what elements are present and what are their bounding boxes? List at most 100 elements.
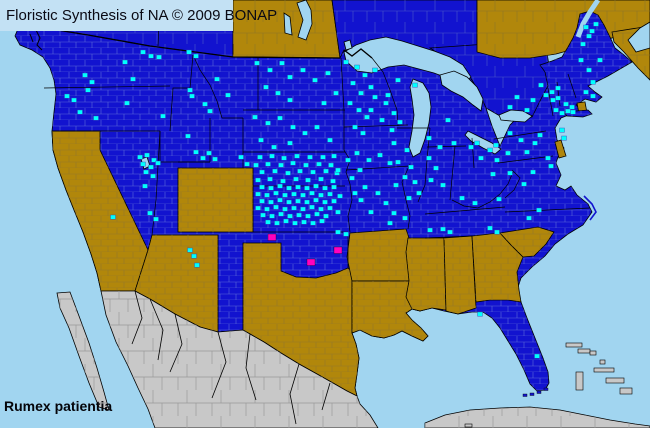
county-present	[377, 152, 383, 158]
county-present	[258, 137, 264, 143]
county-present	[189, 93, 195, 99]
county-present	[545, 155, 551, 161]
county-present	[319, 218, 325, 224]
county-present	[309, 204, 315, 210]
county-present	[307, 154, 313, 160]
county-present	[402, 215, 408, 221]
county-present	[362, 72, 368, 78]
island-0	[565, 342, 583, 348]
island-5	[605, 377, 625, 384]
region-state-TX-counties	[243, 243, 359, 396]
county-present	[507, 130, 513, 136]
county-present	[590, 79, 596, 85]
county-present	[416, 190, 422, 196]
border-line-3	[192, 54, 223, 119]
county-present	[477, 311, 483, 317]
border-line-43	[245, 333, 257, 401]
map-title: Floristic Synthesis of NA © 2009 BONAP	[6, 7, 278, 24]
region-mexico-counties	[101, 291, 378, 428]
county-present	[586, 67, 592, 73]
county-present	[255, 205, 261, 211]
county-present	[254, 60, 260, 66]
county-present	[389, 127, 395, 133]
lake-7	[343, 39, 353, 51]
county-present	[122, 59, 128, 65]
county-present	[148, 164, 154, 170]
county-present	[310, 169, 316, 175]
border-line-42	[211, 331, 227, 399]
border-line-45	[149, 298, 164, 361]
county-present	[318, 206, 324, 212]
county-present	[144, 152, 150, 158]
county-present	[375, 190, 381, 196]
county-present	[352, 190, 358, 196]
county-present	[214, 76, 220, 82]
county-present	[302, 130, 308, 136]
county-present	[331, 198, 337, 204]
county-present	[589, 28, 595, 34]
county-present	[325, 70, 331, 76]
county-present	[191, 253, 197, 259]
county-present	[322, 199, 328, 205]
florida-key-1	[529, 392, 535, 396]
lake-4	[498, 109, 533, 123]
florida-key-2	[536, 390, 542, 394]
county-present	[565, 108, 571, 114]
county-present	[282, 206, 288, 212]
county-present	[287, 213, 293, 219]
county-present	[280, 178, 286, 184]
county-present	[555, 85, 561, 91]
county-present	[294, 153, 300, 159]
county-present	[290, 160, 296, 166]
county-present	[408, 164, 414, 170]
county-present	[507, 104, 513, 110]
county-present	[291, 205, 297, 211]
county-present	[320, 154, 326, 160]
county-present	[292, 220, 298, 226]
county-present	[321, 100, 327, 106]
county-present	[514, 94, 520, 100]
county-present	[259, 198, 265, 204]
border-line-29	[424, 206, 506, 215]
county-present	[583, 24, 589, 30]
county-present	[304, 199, 310, 205]
border-line-22	[371, 57, 399, 127]
county-present	[290, 124, 296, 130]
lake-5	[296, 0, 313, 41]
county-present	[147, 210, 153, 216]
border-line-26	[449, 145, 456, 201]
county-present	[391, 140, 397, 146]
border-line-49	[35, 29, 43, 51]
county-present	[124, 100, 130, 106]
county-present	[193, 149, 199, 155]
county-present	[283, 218, 289, 224]
border-line-48	[343, 48, 373, 59]
county-present	[331, 184, 337, 190]
county-present	[285, 170, 291, 176]
county-present	[372, 67, 378, 73]
region-state-CO-counties	[178, 168, 253, 232]
county-present	[286, 185, 292, 191]
county-present	[493, 142, 499, 148]
county-present	[368, 209, 374, 215]
county-present	[328, 162, 334, 168]
border-line-16	[340, 57, 345, 111]
county-present	[559, 127, 565, 133]
county-present	[310, 220, 316, 226]
county-present	[366, 157, 372, 163]
county-present	[327, 191, 333, 197]
county-present	[586, 33, 592, 39]
county-present	[137, 154, 143, 160]
county-present	[447, 229, 453, 235]
county-present	[225, 92, 231, 98]
county-present	[207, 108, 213, 114]
county-present	[524, 107, 530, 113]
county-present	[490, 171, 496, 177]
county-present	[187, 87, 193, 93]
border-line-19	[345, 165, 411, 171]
county-present	[300, 192, 306, 198]
county-present	[314, 211, 320, 217]
county-present	[536, 207, 542, 213]
county-present	[559, 110, 565, 116]
